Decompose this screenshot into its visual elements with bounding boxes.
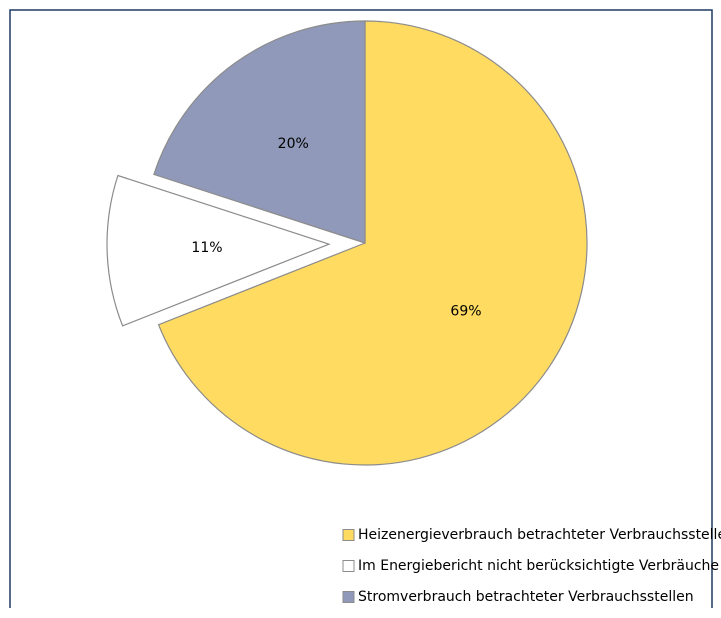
pie-slice [153,20,366,244]
data-label: 69% [450,304,481,320]
legend-label: Stromverbrauch betrachteter Verbrauchsst… [358,589,694,605]
data-label: 20% [278,136,309,152]
legend-swatch [342,591,355,603]
legend-swatch [342,560,355,572]
pie-slice [106,174,331,327]
data-label: 11% [191,240,222,256]
legend-swatch [342,529,355,541]
pie-slice [157,20,588,466]
legend-label: Heizenergieverbrauch betrachteter Verbra… [358,527,721,543]
frame [9,9,713,608]
legend-label: Im Energiebericht nicht berücksichtigte … [358,558,719,574]
